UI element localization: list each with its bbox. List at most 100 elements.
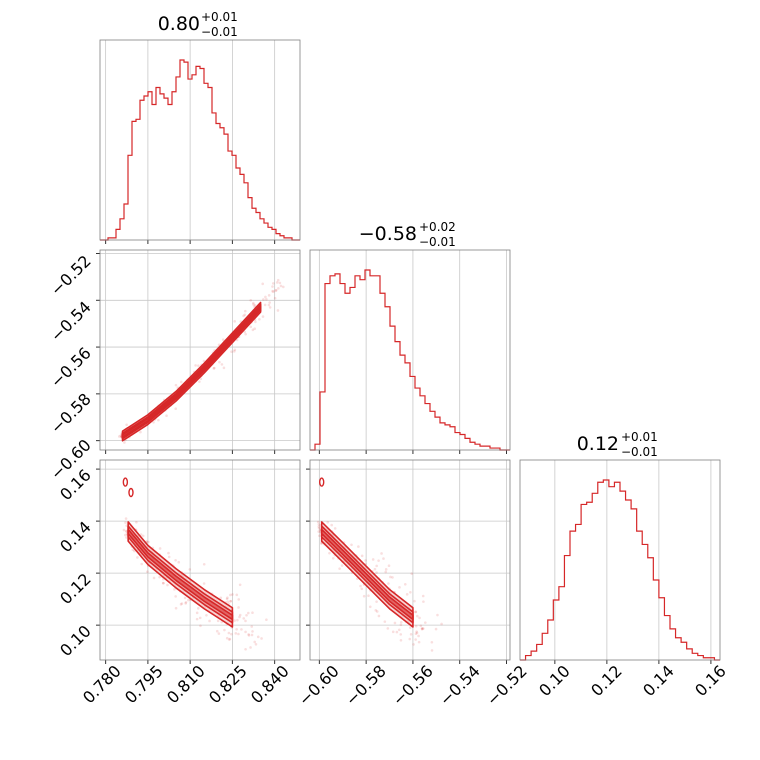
xtick-x1-1: −0.58 (342, 661, 390, 709)
scatter-point-x1-vs-x0-121 (197, 364, 200, 367)
scatter-point-x2-vs-x0-186 (225, 636, 229, 640)
scatter-point-x2-vs-x1-39 (384, 570, 388, 574)
scatter-point-x1-vs-x0-214 (272, 290, 275, 293)
scatter-point-x2-vs-x0-115 (226, 596, 229, 600)
scatter-point-x2-vs-x0-159 (125, 536, 128, 539)
scatter-point-x2-vs-x0-84 (188, 568, 192, 571)
scatter-point-x2-vs-x0-131 (208, 619, 211, 623)
scatter-point-x2-vs-x0-192 (228, 637, 232, 641)
scatter-point-x2-vs-x1-13 (330, 523, 333, 527)
scatter-point-x1-vs-x0-168 (253, 327, 257, 331)
scatter-point-x2-vs-x0-98 (184, 600, 188, 604)
title-2-minus: −0.01 (621, 445, 658, 459)
scatter-point-x1-vs-x0-70 (198, 380, 201, 383)
scatter-point-x1-vs-x0-50 (117, 435, 121, 438)
xtick-x2-3: 0.16 (691, 661, 730, 700)
scatter-point-x2-vs-x1-68 (410, 572, 414, 575)
scatter-point-x2-vs-x0-108 (229, 599, 232, 603)
scatter-point-x2-vs-x1-214 (391, 630, 395, 634)
scatter-point-x2-vs-x0-185 (152, 576, 156, 580)
scatter-point-x2-vs-x0-179 (233, 619, 236, 622)
scatter-point-x2-vs-x0-217 (173, 588, 176, 591)
scatter-point-x2-vs-x0-39 (250, 625, 254, 628)
scatter-point-x2-vs-x0-205 (140, 562, 143, 566)
scatter-point-x1-vs-x0-51 (267, 303, 271, 307)
frame-diag-2 (519, 459, 721, 661)
scatter-point-x2-vs-x1-235 (409, 590, 412, 594)
scatter-point-x1-vs-x0-144 (179, 380, 183, 384)
tick-labels: 0.780 0.795 0.810 0.825 0.840 −0.60 −0.5… (47, 251, 730, 709)
scatter-point-x2-vs-x1-49 (368, 605, 372, 609)
scatter-point-x2-vs-x1-2 (422, 627, 425, 630)
scatter-point-x2-vs-x1-206 (422, 600, 425, 603)
scatter-point-x2-vs-x1-128 (383, 620, 387, 623)
scatter-point-x1-vs-x0-155 (233, 320, 236, 323)
scatter-point-x2-vs-x0-74 (231, 593, 234, 596)
scatter-point-x1-vs-x0-209 (262, 298, 265, 301)
scatter-point-x1-vs-x0-137 (242, 314, 245, 318)
scatter-point-x2-vs-x1-188 (357, 545, 360, 548)
scatter-x2-vs-x1 (316, 477, 443, 652)
scatter-point-x2-vs-x1-191 (362, 594, 366, 598)
ytick-y1-1: −0.58 (47, 389, 95, 437)
scatter-point-x2-vs-x0-35 (229, 593, 232, 597)
scatter-point-x1-vs-x0-4 (268, 306, 272, 309)
frame-x1-vs-x0 (99, 249, 301, 451)
scatter-point-x2-vs-x0-27 (230, 632, 233, 636)
scatter-point-x2-vs-x0-109 (177, 560, 181, 564)
scatter-point-x2-vs-x1-114 (350, 543, 353, 547)
scatter-point-x2-vs-x0-99 (124, 521, 127, 524)
scatter-point-x2-vs-x1-207 (405, 593, 409, 596)
scatter-point-x1-vs-x0-19 (268, 301, 271, 304)
scatter-point-x2-vs-x0-9 (250, 633, 254, 637)
grid-diag-2 (554, 460, 712, 664)
grid-x2-vs-x0 (96, 460, 300, 664)
scatter-point-x2-vs-x0-223 (244, 647, 247, 651)
scatter-point-x2-vs-x1-146 (328, 551, 331, 555)
scatter-point-x2-vs-x0-163 (223, 628, 226, 632)
scatter-point-x2-vs-x1-70 (416, 614, 419, 618)
histogram-diag-0 (100, 59, 300, 241)
scatter-point-x2-vs-x1-164 (417, 640, 421, 644)
scatter-point-x2-vs-x0-31 (246, 611, 250, 615)
scatter-point-x2-vs-x0-225 (135, 520, 138, 524)
outlier-contour-x2-vs-x0-0 (122, 477, 129, 487)
scatter-point-x1-vs-x0-145 (254, 320, 257, 324)
scatter-point-x1-vs-x0-186 (258, 317, 261, 321)
scatter-point-x2-vs-x0-142 (123, 533, 127, 537)
scatter-point-x2-vs-x1-229 (421, 594, 425, 598)
histogram-diag-1 (310, 269, 510, 451)
scatter-point-x2-vs-x1-61 (430, 649, 434, 652)
scatter-point-x2-vs-x1-55 (319, 542, 323, 545)
xtick-x2-0: 0.10 (535, 661, 574, 700)
contour-inner-x2-vs-x1 (320, 528, 414, 621)
scatter-point-x2-vs-x1-58 (395, 630, 399, 634)
scatter-point-x1-vs-x0-78 (174, 407, 178, 411)
scatter-point-x2-vs-x0-77 (249, 646, 252, 649)
scatter-point-x2-vs-x1-136 (399, 638, 403, 642)
grid-x2-vs-x1 (306, 460, 510, 664)
scatter-point-x2-vs-x0-72 (167, 551, 170, 555)
ytick-y2-1: 0.12 (56, 569, 95, 608)
scatter-point-x1-vs-x0-74 (249, 325, 253, 329)
scatter-point-x1-vs-x0-194 (233, 348, 237, 352)
scatter-point-x2-vs-x1-108 (398, 586, 401, 589)
scatter-point-x2-vs-x1-23 (415, 630, 418, 633)
scatter-point-x1-vs-x0-171 (174, 383, 178, 387)
scatter-point-x1-vs-x0-76 (273, 296, 277, 300)
scatter-point-x2-vs-x1-135 (399, 623, 403, 627)
frame-x2-vs-x1 (309, 459, 511, 661)
scatter-point-x2-vs-x0-200 (174, 558, 177, 562)
scatter-point-x2-vs-x0-63 (199, 624, 202, 628)
scatter-point-x2-vs-x1-44 (415, 631, 419, 635)
grid-diag-0 (105, 40, 276, 244)
scatter-point-x1-vs-x0-72 (244, 332, 247, 336)
scatter-point-x2-vs-x1-122 (414, 632, 418, 636)
scatter-point-x1-vs-x0-212 (276, 278, 280, 282)
scatter-point-x2-vs-x1-83 (393, 621, 397, 625)
scatter-point-x2-vs-x1-51 (414, 610, 417, 614)
scatter-point-x2-vs-x0-17 (253, 640, 257, 644)
outlier-contour-x2-vs-x1-0 (318, 477, 325, 487)
scatter-point-x2-vs-x1-198 (412, 643, 415, 646)
scatter-point-x1-vs-x0-202 (253, 304, 257, 307)
